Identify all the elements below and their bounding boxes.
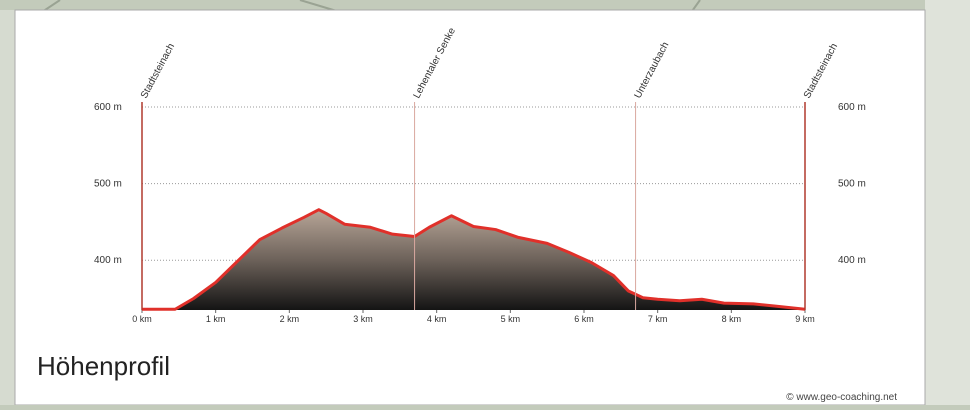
- y-tick-label: 600 m: [94, 102, 122, 113]
- x-tick-label: 5 km: [501, 314, 521, 324]
- y2-tick-label: 600 m: [838, 102, 866, 113]
- x-tick-label: 4 km: [427, 314, 447, 324]
- y2-tick-label: 500 m: [838, 179, 866, 190]
- x-tick-label: 6 km: [574, 314, 594, 324]
- panel: [14, 9, 926, 406]
- chart-title: Höhenprofil: [37, 351, 170, 381]
- x-tick-label: 7 km: [648, 314, 668, 324]
- y-tick-label: 500 m: [94, 179, 122, 190]
- x-tick-label: 0 km: [132, 314, 152, 324]
- line: [142, 208, 806, 311]
- y2-tick-label: 400 m: [838, 255, 866, 266]
- x-tick-label: 1 km: [206, 314, 226, 324]
- x-tick-label: 8 km: [722, 314, 742, 324]
- x-tick-label: 9 km: [795, 314, 815, 324]
- area: [142, 209, 805, 310]
- y-tick-label: 400 m: [94, 255, 122, 266]
- x-tick-label: 3 km: [353, 314, 373, 324]
- x-tick-label: 2 km: [280, 314, 300, 324]
- credit: © www.geo-coaching.net: [786, 392, 897, 403]
